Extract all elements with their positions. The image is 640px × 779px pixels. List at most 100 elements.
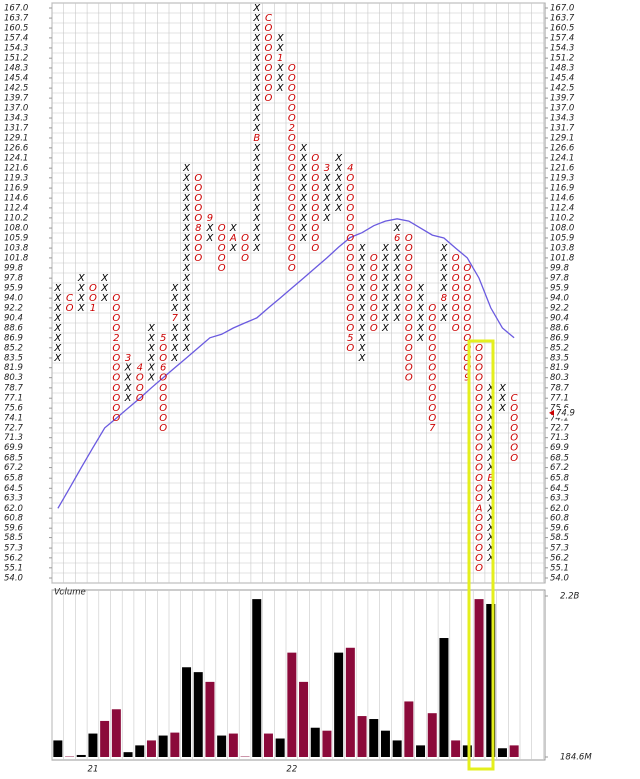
month-marker: 6 [394, 233, 400, 244]
y-tick-label-right: 85.2 [550, 343, 569, 353]
x-box: X [299, 183, 308, 194]
y-tick-label: 60.8 [4, 514, 24, 524]
y-tick-label: 72.7 [4, 423, 24, 433]
y-tick-label-right: 63.3 [550, 493, 569, 503]
o-box: O [346, 173, 354, 184]
moving-average [57, 218, 515, 509]
y-tick-label: 58.5 [4, 533, 23, 543]
x-box: X [100, 293, 109, 304]
x-box: X [358, 253, 367, 264]
x-box: X [334, 183, 343, 194]
x-box: X [334, 163, 343, 174]
x-box: X [170, 353, 179, 364]
x-box: X [276, 63, 285, 74]
volume-tick-label: 2.2B [560, 592, 580, 602]
y-tick-label-right: 83.5 [550, 353, 569, 363]
y-tick-label: 137.0 [4, 103, 28, 113]
y-tick-label: 139.7 [4, 94, 29, 104]
x-box: X [182, 223, 191, 234]
x-box: X [100, 273, 109, 284]
y-tick-label-right: 68.5 [550, 453, 569, 463]
o-box: O [428, 413, 436, 424]
x-box: X [486, 413, 495, 424]
y-tick-label-right: 145.4 [550, 73, 574, 83]
volume-bar [345, 647, 355, 757]
o-box: O [463, 343, 471, 354]
x-box: X [182, 283, 191, 294]
y-tick-label-right: 69.9 [550, 443, 569, 453]
x-box: X [206, 223, 215, 234]
o-box: O [346, 313, 354, 324]
y-tick-label: 65.8 [4, 474, 24, 484]
x-box: X [358, 333, 367, 344]
o-box: O [475, 393, 483, 404]
y-tick-label-right: 139.7 [550, 94, 575, 104]
x-box: X [182, 213, 191, 224]
y-tick-label: 105.9 [4, 233, 28, 243]
x-box: X [252, 183, 261, 194]
y-tick-label: 62.0 [4, 504, 23, 514]
x-box: X [486, 553, 495, 564]
o-box: O [405, 313, 413, 324]
y-tick-label: 71.3 [4, 433, 23, 443]
o-box: O [475, 343, 483, 354]
o-box: O [311, 223, 319, 234]
x-box: X [252, 173, 261, 184]
o-box: O [475, 363, 483, 374]
o-box: O [288, 213, 296, 224]
x-box: X [170, 343, 179, 354]
x-box: X [252, 103, 261, 114]
x-box: X [334, 173, 343, 184]
y-tick-label-right: 108.0 [550, 224, 574, 234]
volume-bar [205, 681, 215, 757]
highlight-box [467, 339, 495, 771]
month-marker: 8 [441, 293, 447, 304]
y-tick-label-right: 148.3 [550, 63, 574, 73]
month-marker: 5 [347, 333, 353, 344]
y-tick-label: 99.8 [4, 263, 24, 273]
x-box: X [486, 383, 495, 394]
o-box: O [112, 313, 120, 324]
o-box: O [346, 293, 354, 304]
month-marker: C [66, 293, 73, 304]
volume-bar [100, 720, 110, 757]
y-tick-label-right: 124.1 [550, 153, 574, 163]
x-box: X [486, 533, 495, 544]
o-box: O [288, 103, 296, 114]
o-box: O [311, 213, 319, 224]
o-box: O [288, 223, 296, 234]
volume-bar [123, 752, 133, 757]
y-tick-label-right: 154.3 [550, 43, 574, 53]
y-tick-label-right: 92.2 [550, 303, 569, 313]
month-marker: B [487, 473, 494, 484]
y-tick-label: 55.1 [4, 563, 23, 573]
o-box: O [370, 313, 378, 324]
x-box: X [252, 53, 261, 64]
y-tick-label-right: 116.9 [550, 184, 574, 194]
x-box: X [252, 213, 261, 224]
month-marker: 3 [125, 353, 131, 364]
o-box: O [510, 413, 518, 424]
x-box: X [182, 263, 191, 274]
o-box: O [428, 403, 436, 414]
x-box: X [498, 383, 507, 394]
month-marker: C [265, 13, 272, 24]
y-tick-label-right: 94.0 [550, 294, 569, 304]
o-box: O [463, 353, 471, 364]
o-box: O [346, 323, 354, 334]
month-marker: 9 [464, 373, 470, 384]
volume-bar [135, 745, 145, 757]
o-box: O [475, 413, 483, 424]
o-box: O [475, 403, 483, 414]
volume-bar [193, 672, 203, 757]
o-box: O [475, 453, 483, 464]
x-box: X [170, 303, 179, 314]
x-box: X [182, 313, 191, 324]
y-tick-label: 69.9 [4, 443, 23, 453]
